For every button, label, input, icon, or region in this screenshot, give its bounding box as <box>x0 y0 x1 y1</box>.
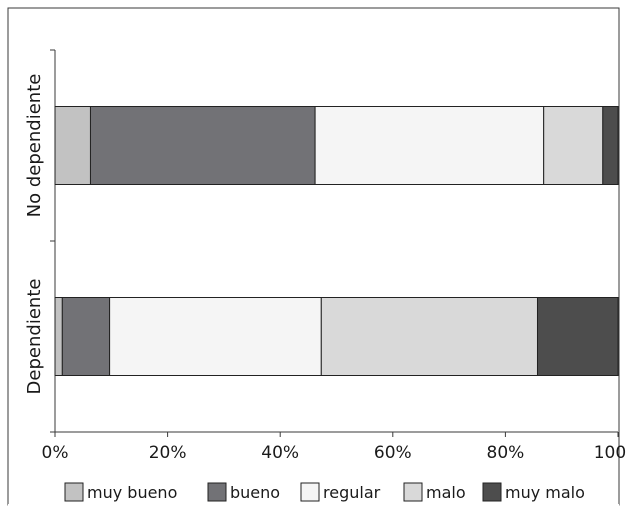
bar-segment <box>61 297 111 376</box>
legend-label: bueno <box>230 483 280 502</box>
legend-label: regular <box>323 483 381 502</box>
x-tick-label: 20% <box>149 443 187 463</box>
bar-segment <box>54 106 91 185</box>
bar-segment <box>320 297 538 376</box>
legend-label: malo <box>426 483 466 502</box>
bar-segment <box>314 106 545 185</box>
plot-area: 0% 20% 40% 60% 80% 100% No dependiente Dependie… <box>24 49 627 463</box>
legend-swatch <box>403 482 423 502</box>
bar-segment <box>109 297 322 376</box>
legend-swatch <box>207 482 227 502</box>
y-category-label: Dependiente <box>24 279 45 395</box>
x-tick-label: 0% <box>42 443 69 463</box>
legend-swatch <box>300 482 320 502</box>
bar-segment <box>54 297 63 376</box>
legend-label: muy bueno <box>87 483 177 502</box>
bar-segment <box>602 106 619 185</box>
legend-swatch <box>482 482 502 502</box>
x-tick-label: 40% <box>261 443 299 463</box>
legend-swatch <box>64 482 84 502</box>
bar-segment <box>89 106 316 185</box>
legend: muy bueno bueno regular malo muy malo <box>64 482 585 502</box>
y-category-label: No dependiente <box>24 74 45 218</box>
legend-label: muy malo <box>505 483 585 502</box>
outer-frame <box>7 7 620 506</box>
x-tick-label: 60% <box>374 443 412 463</box>
x-tick-label: 80% <box>487 443 525 463</box>
bar-segment <box>536 297 619 376</box>
x-tick-label: 100% <box>594 443 627 463</box>
bar-segment <box>543 106 604 185</box>
